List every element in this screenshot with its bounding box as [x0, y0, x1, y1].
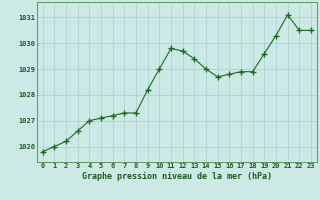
X-axis label: Graphe pression niveau de la mer (hPa): Graphe pression niveau de la mer (hPa)	[82, 172, 272, 181]
